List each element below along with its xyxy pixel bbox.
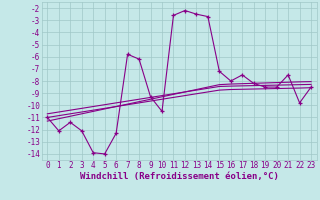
X-axis label: Windchill (Refroidissement éolien,°C): Windchill (Refroidissement éolien,°C)	[80, 172, 279, 181]
